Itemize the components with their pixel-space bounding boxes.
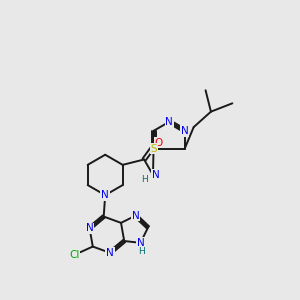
Text: N: N: [106, 248, 114, 258]
Text: N: N: [101, 190, 109, 200]
Text: H: H: [139, 247, 145, 256]
Text: Cl: Cl: [69, 250, 80, 260]
Text: N: N: [152, 170, 159, 180]
Text: H: H: [141, 175, 148, 184]
Text: N: N: [132, 211, 140, 220]
Text: N: N: [181, 126, 189, 136]
Text: O: O: [155, 138, 163, 148]
Text: S: S: [151, 143, 157, 154]
Text: N: N: [86, 224, 94, 233]
Text: N: N: [165, 117, 173, 127]
Text: N: N: [136, 238, 144, 248]
